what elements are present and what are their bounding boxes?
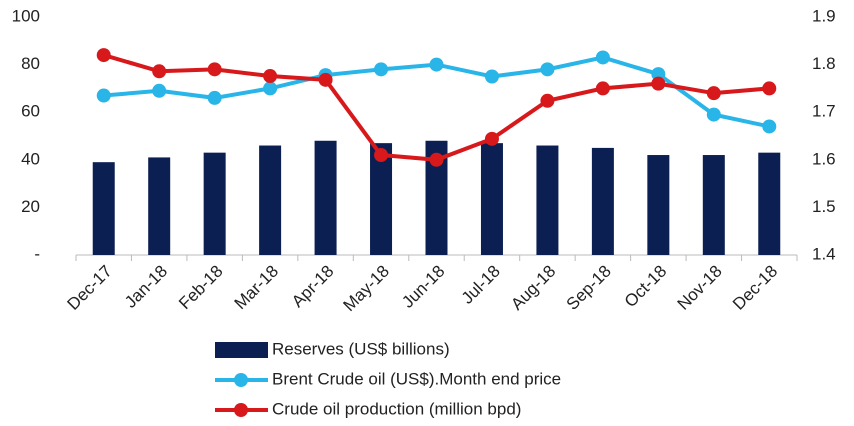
marker [762,81,777,96]
marker [263,69,278,84]
legend-label: Brent Crude oil (US$).Month end price [272,369,561,388]
y2-tick-label: 1.9 [812,6,836,25]
y2-tick-label: 1.4 [812,244,836,263]
y2-tick-label: 1.5 [812,197,836,216]
y-tick-label: 80 [21,54,40,73]
y2-tick-label: 1.7 [812,102,836,121]
y-tick-label: 100 [12,6,40,25]
y-tick-label: 20 [21,197,40,216]
x-tick-label: Nov-18 [674,262,726,314]
marker [429,152,444,167]
x-tick-label: Jan-18 [121,262,171,312]
bar [314,140,337,255]
bar [647,155,670,255]
marker [706,107,721,122]
marker [429,57,444,72]
legend-marker [234,403,248,417]
legend-swatch [215,342,268,358]
y2-tick-label: 1.8 [812,54,836,73]
bar [92,162,115,255]
marker [762,119,777,134]
marker [651,76,666,91]
marker [96,48,111,63]
marker [540,62,555,77]
marker [484,131,499,146]
marker [374,62,389,77]
legend-label: Reserves (US$ billions) [272,339,450,358]
bar [591,147,614,255]
y2-tick-label: 1.6 [812,149,836,168]
marker [540,93,555,108]
x-tick-label: Dec-17 [64,262,116,314]
y-tick-label: 60 [21,102,40,121]
bar [203,152,226,255]
bar [536,145,559,255]
x-tick-label: May-18 [340,262,394,316]
marker [152,64,167,79]
x-tick-label: Jun-18 [398,262,448,312]
bar [370,143,393,255]
marker [706,86,721,101]
bar [702,155,725,255]
bar [758,152,781,255]
marker [484,69,499,84]
marker [152,83,167,98]
y-tick-label: - [34,244,40,263]
x-tick-label: Mar-18 [231,262,283,314]
y-tick-label: 40 [21,149,40,168]
bar [425,140,448,255]
marker [595,81,610,96]
legend-marker [234,373,248,387]
x-tick-label: Feb-18 [175,262,227,314]
marker [374,148,389,163]
marker [263,81,278,96]
x-tick-label: Dec-18 [729,262,781,314]
bar [148,157,171,255]
x-tick-label: Jul-18 [458,262,504,308]
legend-label: Crude oil production (million bpd) [272,399,521,418]
marker [207,62,222,77]
marker [318,72,333,87]
marker [207,90,222,105]
bar [480,143,503,255]
marker [595,50,610,65]
bar [259,145,282,255]
x-tick-label: Aug-18 [507,262,559,314]
marker [96,88,111,103]
x-tick-label: Oct-18 [621,262,671,312]
x-tick-label: Sep-18 [563,262,615,314]
x-tick-label: Apr-18 [288,262,338,312]
